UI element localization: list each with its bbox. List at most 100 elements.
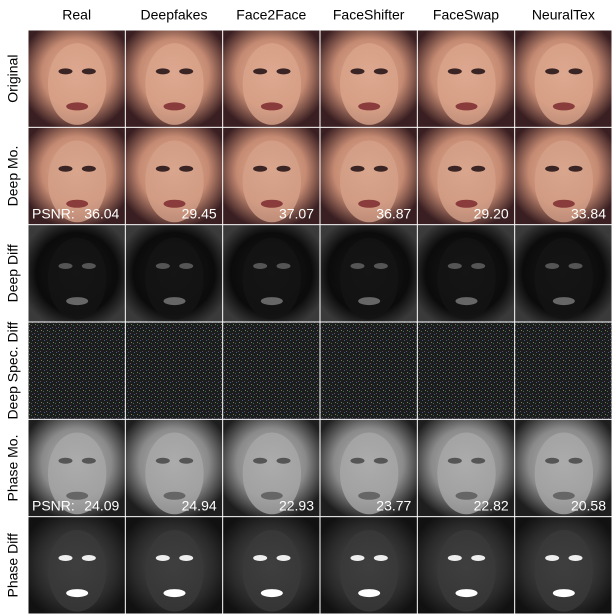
- row-label: Deep Mo.: [5, 146, 21, 207]
- face: [535, 43, 593, 125]
- row-label: Phase Diff: [5, 533, 21, 597]
- eye: [448, 166, 462, 172]
- face: [340, 43, 398, 125]
- eye: [350, 555, 364, 561]
- mouth: [456, 102, 478, 110]
- eye: [569, 458, 583, 464]
- column-header: FaceSwap: [433, 7, 499, 23]
- psnr-value: 33.84: [571, 205, 606, 221]
- psnr-value: 20.58: [571, 497, 606, 513]
- psnr-value: 23.77: [376, 497, 411, 513]
- mouth: [164, 589, 186, 597]
- eye: [471, 68, 485, 74]
- face: [48, 43, 106, 125]
- column-header: Face2Face: [236, 7, 306, 23]
- image-cell: [29, 31, 125, 127]
- psnr-value: 29.20: [474, 205, 509, 221]
- eye: [277, 68, 291, 74]
- face: [243, 238, 301, 320]
- psnr-label: PSNR:: [32, 497, 75, 513]
- image-cell: [515, 31, 611, 127]
- cell-image: [515, 323, 611, 419]
- eye: [350, 458, 364, 464]
- cell-image: [321, 323, 417, 419]
- image-cell: [126, 517, 222, 613]
- mouth: [553, 297, 575, 305]
- eye: [471, 166, 485, 172]
- image-cell: [321, 517, 417, 613]
- face: [243, 43, 301, 125]
- eye: [545, 68, 559, 74]
- face: [145, 238, 203, 320]
- image-cell: [418, 323, 514, 419]
- psnr-value: 29.45: [182, 205, 217, 221]
- mouth: [553, 102, 575, 110]
- eye: [156, 166, 170, 172]
- image-cell: [223, 31, 319, 127]
- eye: [350, 68, 364, 74]
- face: [437, 238, 495, 320]
- eye: [545, 166, 559, 172]
- eye: [277, 263, 291, 269]
- eye: [448, 68, 462, 74]
- mouth: [358, 297, 380, 305]
- face: [145, 43, 203, 125]
- eye: [253, 68, 267, 74]
- mouth: [553, 589, 575, 597]
- eye: [471, 555, 485, 561]
- figure: RealDeepfakesFace2FaceFaceShifterFaceSwa…: [0, 0, 612, 614]
- mouth: [261, 297, 283, 305]
- eye: [374, 458, 388, 464]
- row-label: Original: [5, 55, 21, 103]
- eye: [277, 555, 291, 561]
- eye: [58, 166, 72, 172]
- eye: [253, 166, 267, 172]
- psnr-label: PSNR:: [32, 205, 75, 221]
- image-grid: [29, 31, 612, 614]
- eye: [82, 68, 96, 74]
- eye: [253, 263, 267, 269]
- eye: [179, 555, 193, 561]
- eye: [374, 68, 388, 74]
- image-cell: [29, 517, 125, 613]
- face: [535, 238, 593, 320]
- eye: [82, 263, 96, 269]
- image-cell: [223, 517, 319, 613]
- mouth: [164, 297, 186, 305]
- face: [340, 238, 398, 320]
- eye: [82, 458, 96, 464]
- cell-image: [418, 323, 514, 419]
- face: [340, 530, 398, 612]
- psnr-value: 24.94: [182, 497, 217, 513]
- psnr-value: 36.04: [84, 205, 119, 221]
- row-label: Phase Mo.: [5, 435, 21, 502]
- eye: [569, 555, 583, 561]
- eye: [179, 166, 193, 172]
- eye: [545, 458, 559, 464]
- cell-image: [223, 323, 319, 419]
- mouth: [66, 589, 88, 597]
- eye: [58, 68, 72, 74]
- mouth: [456, 297, 478, 305]
- eye: [569, 68, 583, 74]
- mouth: [358, 589, 380, 597]
- face: [145, 530, 203, 612]
- psnr-value: 24.09: [84, 497, 119, 513]
- image-cell: [321, 323, 417, 419]
- image-cell: [321, 225, 417, 321]
- eye: [569, 263, 583, 269]
- eye: [569, 166, 583, 172]
- image-cell: [515, 517, 611, 613]
- mouth: [261, 102, 283, 110]
- eye: [179, 263, 193, 269]
- face: [437, 530, 495, 612]
- psnr-value: 37.07: [279, 205, 314, 221]
- image-cell: [29, 323, 125, 419]
- eye: [253, 458, 267, 464]
- eye: [156, 68, 170, 74]
- column-header: NeuralTex: [532, 7, 595, 23]
- face: [535, 530, 593, 612]
- image-cell: [29, 225, 125, 321]
- eye: [448, 263, 462, 269]
- image-cell: [515, 323, 611, 419]
